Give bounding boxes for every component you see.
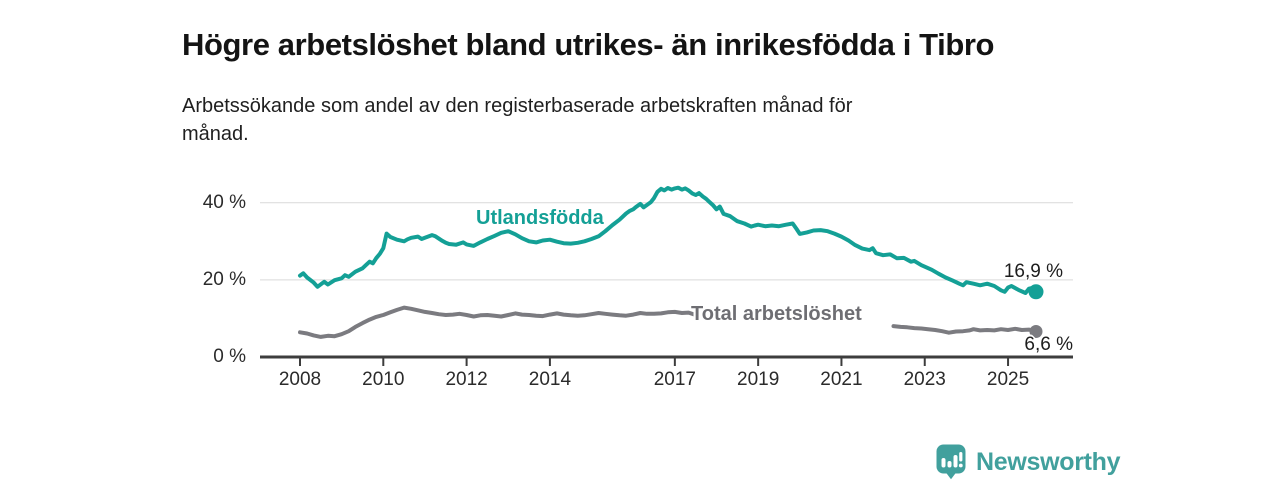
- x-tick-label-2014: 2014: [528, 369, 572, 390]
- x-tick-label-2019: 2019: [737, 369, 780, 390]
- y-tick-label-0: 0 %: [213, 346, 246, 367]
- x-tick-label-2008: 2008: [278, 369, 322, 390]
- y-tick-label-20: 20 %: [202, 268, 246, 290]
- y-tick-label-40: 40 %: [202, 191, 246, 213]
- end-dot-utlandsfodda: [1028, 284, 1044, 300]
- x-tick-label-2025: 2025: [986, 369, 1030, 390]
- series-line-total-arbetsloshet-seg1: [298, 305, 698, 339]
- page-title: Högre arbetslöshet bland utrikes- än inr…: [182, 26, 995, 62]
- x-tick-label-2023: 2023: [903, 369, 946, 390]
- newsworthy-logo-text: Newsworthy: [976, 447, 1121, 476]
- bar-chart-speech-bubble-icon: [936, 444, 966, 480]
- end-value-label-utlandsfodda: 16,9 %: [1003, 261, 1063, 282]
- series-line-total-arbetsloshet-seg2: [891, 324, 1038, 335]
- series-line-utlandsfodda: [298, 185, 1038, 295]
- page-subtitle: Arbetssökande som andel av den registerb…: [182, 95, 853, 145]
- x-tick-label-2021: 2021: [820, 369, 863, 390]
- end-dot-total-arbetsloshet: [1029, 325, 1043, 338]
- newsworthy-logo: Newsworthy: [936, 444, 1121, 480]
- end-value-label-total-arbetsloshet: 6,6 %: [1024, 334, 1073, 355]
- x-tick-label-2017: 2017: [653, 369, 696, 390]
- x-tick-label-2010: 2010: [362, 369, 405, 390]
- series-label-utlandsfodda: Utlandsfödda: [476, 207, 604, 229]
- series-label-total-arbetsloshet: Total arbetslöshet: [691, 303, 862, 325]
- x-tick-label-2012: 2012: [445, 369, 488, 390]
